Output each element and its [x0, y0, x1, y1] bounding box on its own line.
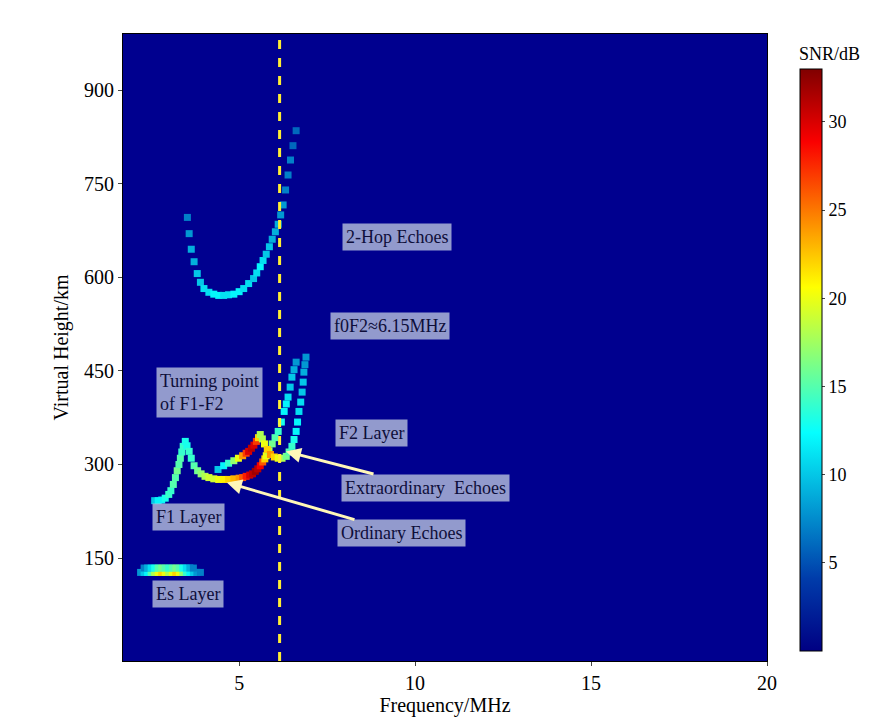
svg-text:SNR/dB: SNR/dB	[799, 44, 860, 64]
svg-text:25: 25	[829, 200, 847, 220]
svg-text:F1 Layer: F1 Layer	[156, 507, 221, 527]
svg-text:Extraordinary Echoes: Extraordinary Echoes	[345, 478, 506, 498]
svg-text:30: 30	[829, 112, 847, 132]
svg-text:Virtual Height/km: Virtual Height/km	[50, 274, 73, 420]
svg-text:F2 Layer: F2 Layer	[339, 423, 404, 443]
svg-text:10: 10	[829, 465, 847, 485]
svg-text:Es Layer: Es Layer	[156, 584, 220, 604]
svg-text:f0F2≈6.15MHz: f0F2≈6.15MHz	[334, 316, 446, 336]
svg-text:10: 10	[405, 672, 425, 694]
svg-text:20: 20	[757, 672, 777, 694]
svg-text:2-Hop Echoes: 2-Hop Echoes	[346, 227, 448, 247]
svg-text:Frequency/MHz: Frequency/MHz	[379, 694, 510, 717]
svg-text:15: 15	[829, 377, 847, 397]
svg-text:300: 300	[84, 453, 114, 475]
svg-text:Turning pointof F1-F2: Turning pointof F1-F2	[160, 371, 259, 414]
svg-text:5: 5	[829, 553, 838, 573]
svg-text:900: 900	[84, 79, 114, 101]
svg-text:15: 15	[581, 672, 601, 694]
svg-text:600: 600	[84, 266, 114, 288]
svg-text:750: 750	[84, 173, 114, 195]
svg-text:150: 150	[84, 547, 114, 569]
svg-text:450: 450	[84, 360, 114, 382]
svg-text:20: 20	[829, 289, 847, 309]
svg-text:5: 5	[234, 672, 244, 694]
svg-text:Ordinary Echoes: Ordinary Echoes	[341, 523, 462, 543]
